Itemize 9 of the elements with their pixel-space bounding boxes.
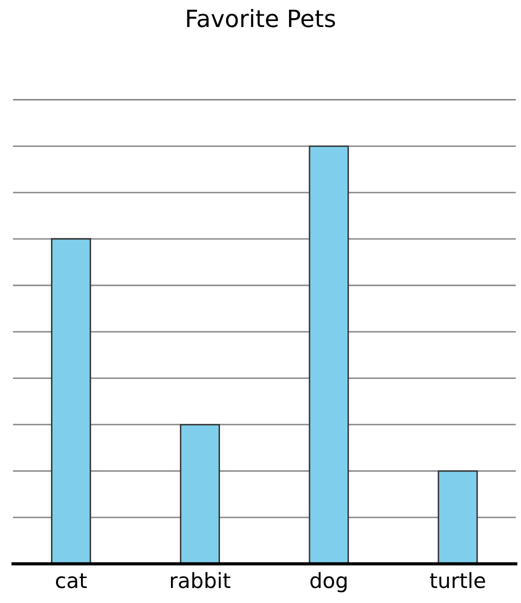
bar (438, 470, 478, 564)
x-tick-label: dog (310, 572, 347, 592)
bar (51, 238, 92, 564)
chart-title: Favorite Pets (187, 9, 336, 28)
x-tick-label: cat (56, 573, 87, 588)
bar (180, 424, 220, 564)
bar (308, 145, 349, 564)
x-tick-label: rabbit (170, 572, 230, 588)
x-tick-label: turtle (430, 572, 486, 588)
